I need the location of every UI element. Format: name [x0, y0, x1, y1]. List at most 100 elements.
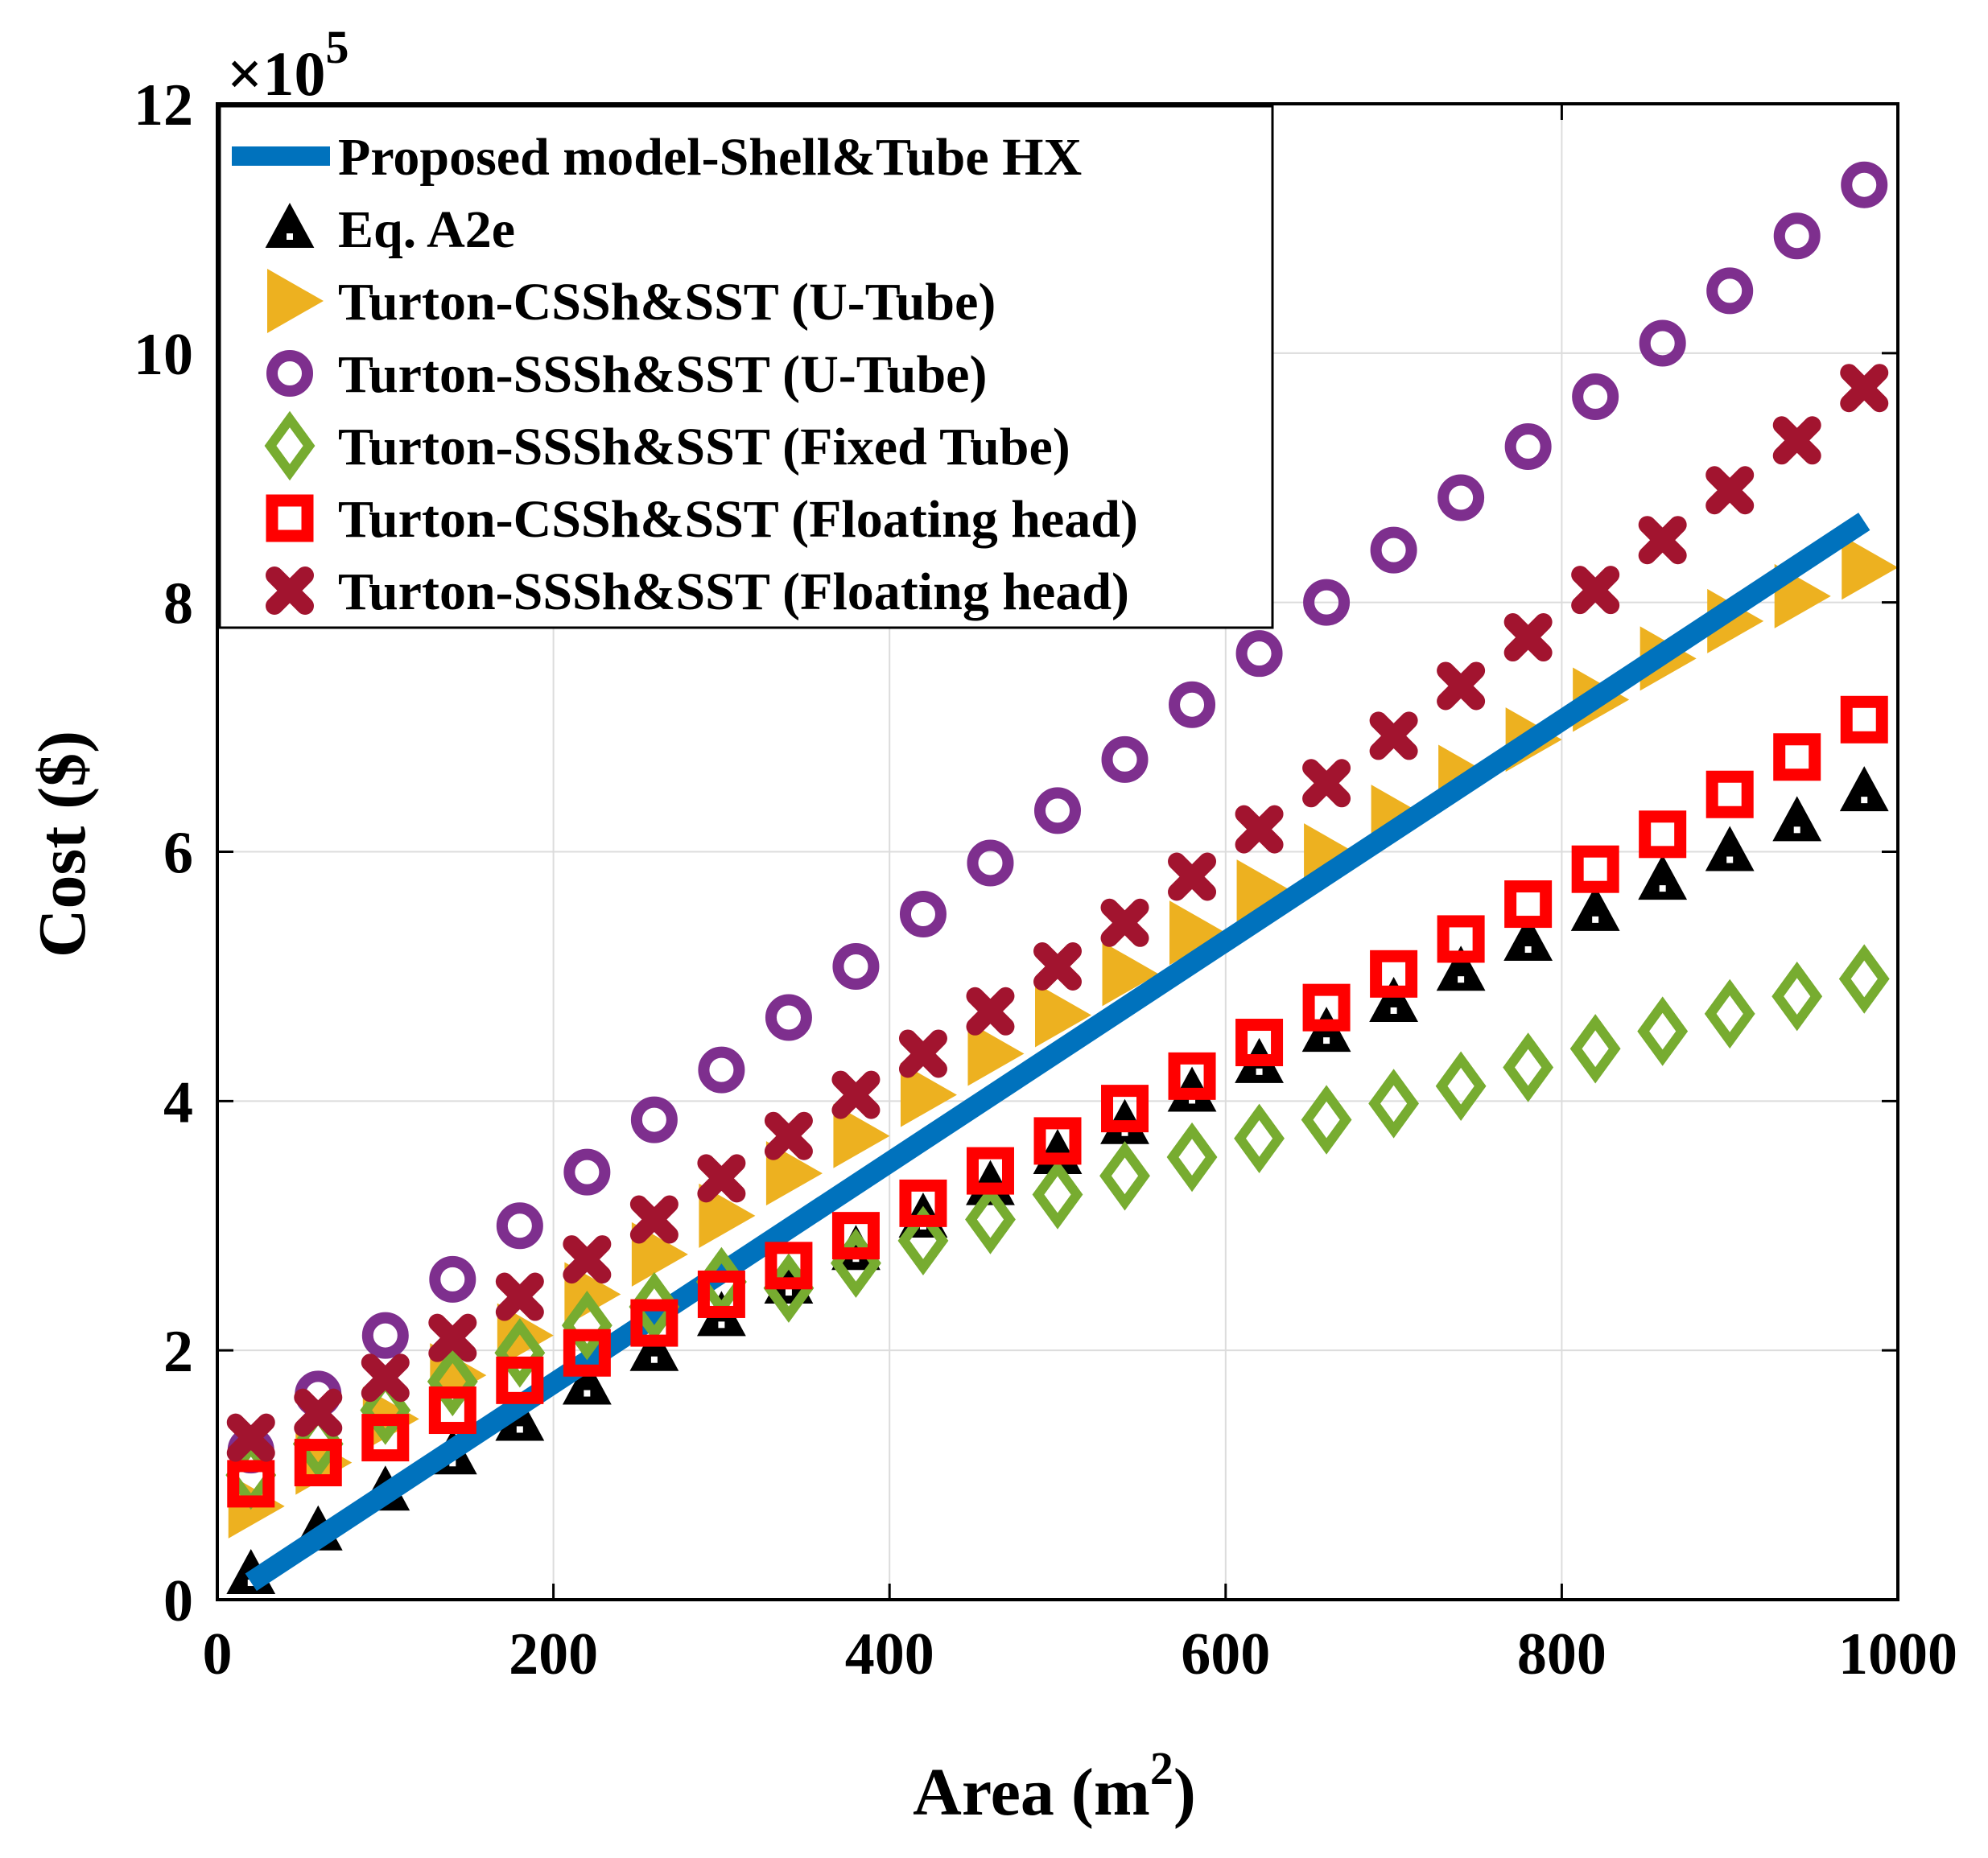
data-point-triangle-up-center: [650, 1356, 658, 1363]
data-point-triangle-right: [1236, 859, 1293, 925]
data-point-triangle-up-center: [247, 1580, 254, 1587]
data-point-diamond-shape: [897, 1205, 949, 1276]
data-point-square: [1101, 1085, 1149, 1133]
data-point-triangle-up-center: [1861, 797, 1868, 804]
data-point-circle: [1169, 681, 1216, 728]
legend-marker-diamond: [264, 410, 316, 481]
data-point-diamond: [1301, 1085, 1352, 1155]
y-tick-label: 2: [163, 1319, 193, 1385]
data-point-circle: [1235, 630, 1283, 678]
data-point-circle-shape: [765, 994, 812, 1041]
data-point-square: [428, 1386, 476, 1435]
data-point-x-shape: [1840, 364, 1889, 413]
data-point-circle-shape: [1706, 267, 1754, 315]
data-point-triangle-up: [1369, 976, 1418, 1022]
data-point-square-shape: [1571, 845, 1619, 893]
data-point-diamond-shape: [427, 1346, 478, 1417]
data-point-triangle-right-shape: [1102, 941, 1159, 1007]
data-point-x: [764, 1111, 813, 1160]
data-point-diamond: [1368, 1069, 1420, 1139]
data-point-square: [966, 1147, 1014, 1195]
data-point-x: [1638, 516, 1687, 565]
legend-entry: Proposed model-Shell&Tube HX: [232, 128, 1082, 187]
data-point-x-shape: [226, 1413, 275, 1462]
data-point-circle-shape: [1034, 787, 1081, 834]
data-point-triangle-right: [765, 1141, 823, 1206]
legend-box: [218, 105, 1274, 629]
data-point-circle-shape: [1235, 630, 1283, 678]
data-point-square: [765, 1242, 813, 1290]
data-point-triangle-up-shape: [495, 1395, 545, 1441]
data-point-triangle-up-center: [1390, 1007, 1397, 1014]
x-tick-label: 1000: [1838, 1621, 1957, 1687]
data-point-triangle-up-shape: [1436, 945, 1486, 991]
data-point-circle: [832, 943, 880, 991]
data-point-square: [563, 1329, 611, 1377]
y-tick-label: 8: [163, 571, 193, 637]
plot-area: [225, 161, 1899, 1595]
data-point-triangle-up: [1436, 945, 1486, 991]
data-point-diamond-shape: [1637, 996, 1689, 1066]
data-point-circle-shape: [1504, 423, 1552, 471]
legend-marker-triangle-right: [267, 269, 324, 333]
data-point-circle-shape: [1841, 161, 1888, 208]
y-axis-multiplier: ×105: [227, 21, 349, 109]
data-point-circle: [1639, 319, 1686, 367]
data-point-square-shape: [361, 1414, 410, 1462]
data-point-diamond-shape: [1032, 1160, 1083, 1230]
legend-entry: Turton-SSSh&SST (Fixed Tube): [264, 410, 1070, 481]
data-point-diamond: [427, 1346, 478, 1417]
data-point-triangle-right-shape: [833, 1103, 890, 1168]
data-point-circle-shape: [832, 943, 880, 991]
y-tick-label: 10: [134, 322, 193, 388]
data-point-circle: [1370, 526, 1417, 574]
data-point-diamond: [1032, 1160, 1083, 1230]
legend-marker-diamond-shape: [264, 410, 316, 481]
data-point-square-shape: [630, 1299, 678, 1347]
data-point-circle: [1034, 787, 1081, 834]
data-point-diamond-shape: [965, 1184, 1016, 1254]
data-point-triangle-right-shape: [699, 1183, 756, 1248]
data-point-diamond: [1099, 1141, 1150, 1211]
data-point-square-shape: [966, 1147, 1014, 1195]
x-tick-label: 200: [509, 1621, 598, 1687]
data-point-square: [1033, 1117, 1082, 1165]
data-point-circle: [967, 839, 1014, 887]
data-point-triangle-up-center: [1592, 916, 1599, 923]
data-point-square: [1840, 695, 1888, 744]
data-point-circle: [1101, 735, 1149, 783]
data-point-circle-shape: [1437, 474, 1485, 521]
data-point-x-shape: [1033, 942, 1082, 991]
data-point-circle: [1706, 267, 1754, 315]
data-point-circle-shape: [563, 1148, 611, 1196]
legend-entry: Turton-CSSh&SST (U-Tube): [267, 269, 996, 333]
data-point-square-shape: [765, 1242, 813, 1290]
proposed-model-line: [245, 513, 1870, 1592]
data-point-square-shape: [1101, 1085, 1149, 1133]
legend-label: Turton-SSSh&SST (Floating head): [338, 562, 1129, 621]
data-point-square-shape: [1639, 810, 1687, 859]
data-point-triangle-up-center: [1793, 826, 1800, 834]
data-point-square-shape: [294, 1439, 342, 1487]
data-point-circle-shape: [1370, 526, 1417, 574]
legend-label: Turton-SSSh&SST (Fixed Tube): [338, 418, 1070, 476]
x-tick-label: 800: [1517, 1621, 1606, 1687]
data-point-square-shape: [428, 1386, 476, 1435]
data-point-x: [898, 1029, 947, 1078]
data-point-square: [1639, 810, 1687, 859]
data-point-triangle-up: [629, 1325, 679, 1371]
data-point-square: [899, 1179, 947, 1227]
data-point-triangle-right-shape: [900, 1062, 957, 1127]
data-point-triangle-right: [1102, 941, 1159, 1007]
y-tick-label: 4: [163, 1069, 193, 1135]
data-point-diamond: [1838, 944, 1890, 1014]
data-point-diamond-shape: [1771, 962, 1823, 1032]
data-point-circle: [765, 994, 812, 1041]
data-point-triangle-right: [1035, 983, 1091, 1048]
data-point-x-shape: [1235, 805, 1284, 854]
data-point-triangle-right: [1842, 535, 1899, 600]
legend-label: Eq. A2e: [338, 200, 515, 259]
legend: Proposed model-Shell&Tube HX Eq. A2e Turto…: [218, 105, 1274, 629]
data-point-triangle-up: [562, 1359, 612, 1405]
y-axis-multiplier-exponent: 5: [325, 21, 349, 73]
